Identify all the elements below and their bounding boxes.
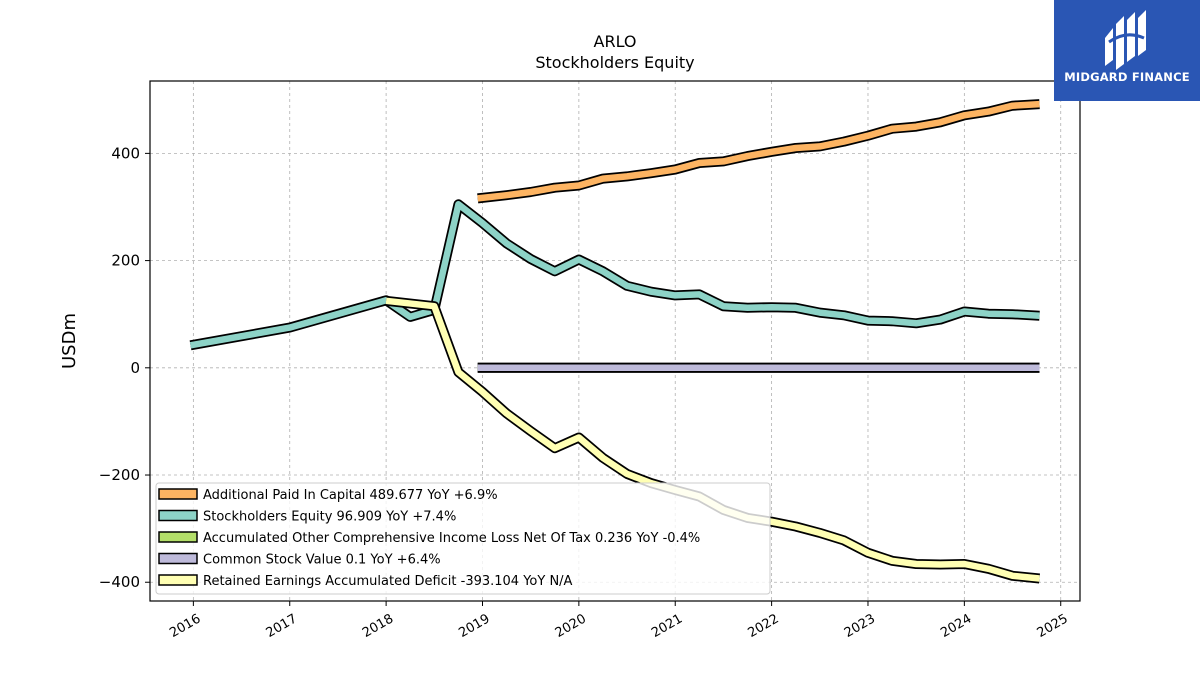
- chart-title: ARLO: [594, 32, 637, 51]
- logo-name: MIDGARD FINANCE: [1064, 70, 1190, 84]
- x-tick-label: 2021: [649, 611, 685, 641]
- y-axis-label: USDm: [59, 313, 80, 369]
- midgard-finance-logo: MIDGARD FINANCE: [1054, 0, 1200, 101]
- plot-frame: [149, 80, 1081, 602]
- x-tick-label: 2022: [745, 611, 781, 641]
- legend-item: Common Stock Value 0.1 YoY +6.4%: [158, 552, 441, 568]
- legend-item: Additional Paid In Capital 489.677 YoY +…: [158, 488, 498, 503]
- series-stockholders-equity: [189, 199, 1040, 351]
- legend-label: Additional Paid In Capital 489.677 YoY +…: [203, 488, 498, 503]
- x-tick-label: 2023: [842, 611, 878, 641]
- y-tick-label: 400: [111, 144, 140, 162]
- legend-swatch: [158, 531, 198, 543]
- y-tick-label: 200: [111, 252, 140, 270]
- chart-subtitle: Stockholders Equity: [535, 53, 694, 72]
- x-tick-label: 2024: [938, 611, 974, 641]
- legend-swatch: [158, 574, 198, 586]
- x-tick-label: 2016: [167, 611, 203, 641]
- x-tick-label: 2018: [360, 611, 396, 641]
- x-tick-label: 2025: [1035, 611, 1071, 641]
- legend-label: Stockholders Equity 96.909 YoY +7.4%: [203, 510, 456, 525]
- legend-item: Accumulated Other Comprehensive Income L…: [158, 531, 700, 546]
- logo-mark-icon: [1105, 10, 1146, 70]
- x-tick-label: 2019: [456, 611, 492, 641]
- legend-swatch: [158, 552, 198, 565]
- legend-box: [155, 482, 771, 595]
- legend-item: Retained Earnings Accumulated Deficit -3…: [158, 574, 573, 589]
- legend-swatch: [158, 488, 198, 500]
- legend-label: Common Stock Value 0.1 YoY +6.4%: [203, 553, 441, 568]
- x-tick-label: 2020: [553, 611, 589, 641]
- y-tick-label: −400: [99, 573, 140, 591]
- legend: Additional Paid In Capital 489.677 YoY +…: [155, 482, 771, 595]
- y-tick-label: −200: [99, 466, 140, 484]
- series-line: [189, 201, 1040, 349]
- x-tick-label: 2017: [264, 611, 300, 641]
- legend-swatch: [158, 509, 198, 522]
- y-tick-label: 0: [130, 359, 140, 377]
- legend-label: Retained Earnings Accumulated Deficit -3…: [203, 574, 573, 589]
- series-line: [477, 100, 1040, 202]
- series-additional-paid-in-capital: [477, 99, 1040, 204]
- legend-item: Stockholders Equity 96.909 YoY +7.4%: [158, 509, 456, 525]
- legend-label: Accumulated Other Comprehensive Income L…: [203, 531, 700, 546]
